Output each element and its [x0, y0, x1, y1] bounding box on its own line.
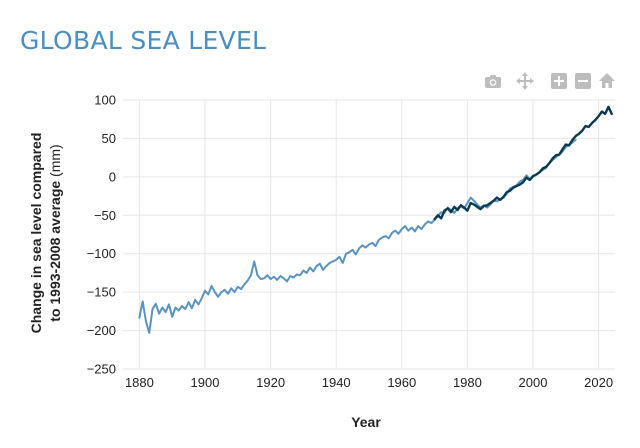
y-tick-label: −50: [94, 208, 116, 223]
x-axis-title: Year: [351, 414, 381, 430]
y-tick-label: 100: [94, 93, 116, 108]
x-tick-label: 1900: [191, 375, 220, 390]
x-tick-label: 1920: [256, 375, 285, 390]
x-tick-label: 1960: [387, 375, 416, 390]
camera-icon[interactable]: [484, 72, 502, 90]
y-axis-ticks: 100 50 0 −50 −100 −150 −200 −250: [87, 93, 116, 377]
y-tick-label: −200: [87, 323, 116, 338]
x-tick-label: 1980: [453, 375, 482, 390]
series-line-satellite: [433, 105, 613, 221]
y-tick-label: 50: [102, 131, 116, 146]
chart-toolbar: [484, 72, 624, 90]
y-tick-label: 0: [109, 169, 116, 184]
y-tick-label: −250: [87, 362, 116, 377]
zoom-in-icon[interactable]: [550, 72, 568, 90]
y-tick-label: −100: [87, 246, 116, 261]
y-tick-label: −150: [87, 285, 116, 300]
y-axis-title: Change in sea level compared to 1993-200…: [28, 133, 63, 334]
y-axis-title-line2: to 1993-2008 average (mm): [47, 144, 63, 321]
zoom-out-icon[interactable]: [574, 72, 592, 90]
series-lines: [138, 105, 613, 334]
page-title: GLOBAL SEA LEVEL: [20, 26, 267, 55]
x-axis-ticks: 1880 1900 1920 1940 1960 1980 2000 2020: [125, 375, 613, 390]
grid: [123, 99, 615, 370]
x-tick-label: 1940: [322, 375, 351, 390]
home-icon[interactable]: [598, 72, 616, 90]
x-tick-label: 1880: [125, 375, 154, 390]
pan-icon[interactable]: [516, 72, 534, 90]
x-tick-label: 2000: [519, 375, 548, 390]
y-axis-title-line1: Change in sea level compared: [28, 133, 44, 334]
x-tick-label: 2020: [584, 375, 613, 390]
